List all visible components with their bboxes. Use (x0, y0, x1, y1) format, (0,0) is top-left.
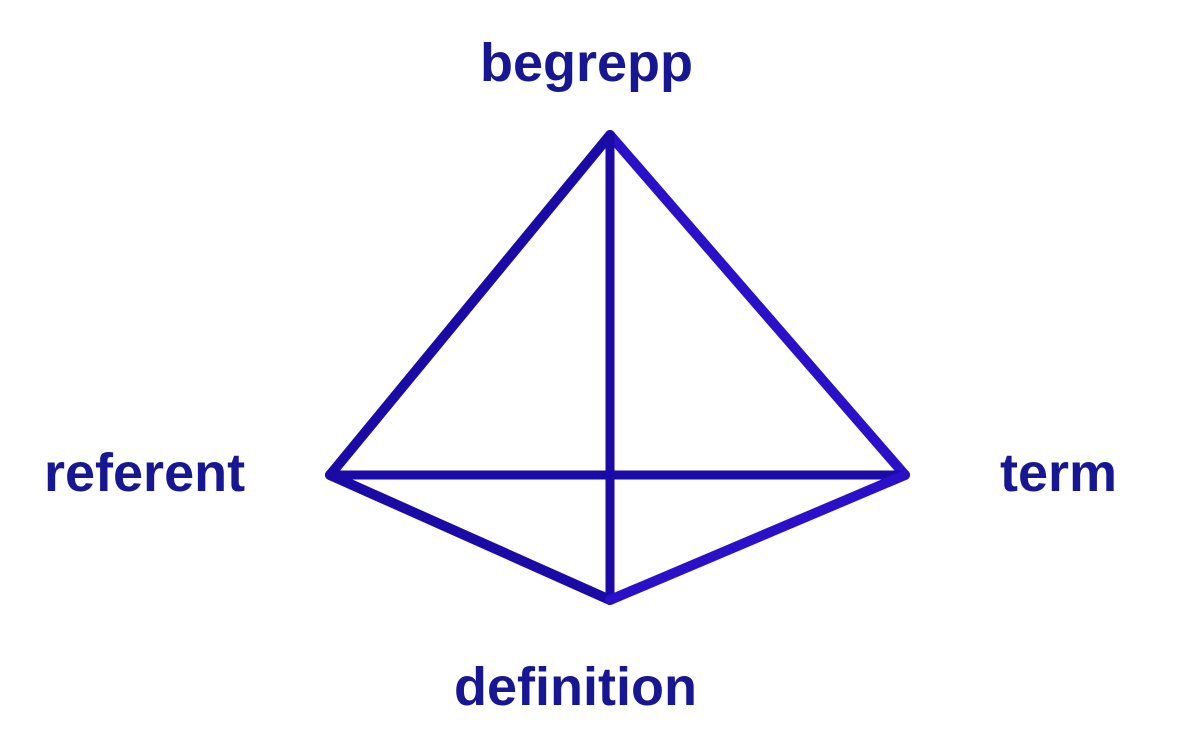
edge-top-right (610, 135, 905, 475)
edge-left-bottom (330, 475, 610, 600)
label-referent: referent (44, 446, 245, 500)
tetrahedron-diagram (0, 0, 1204, 754)
edge-right-bottom (610, 475, 905, 600)
edge-top-left (330, 135, 610, 475)
diagram-stage: begrepp referent term definition (0, 0, 1204, 754)
label-term: term (1000, 446, 1117, 500)
label-definition: definition (454, 660, 697, 714)
label-begrepp: begrepp (480, 36, 693, 90)
